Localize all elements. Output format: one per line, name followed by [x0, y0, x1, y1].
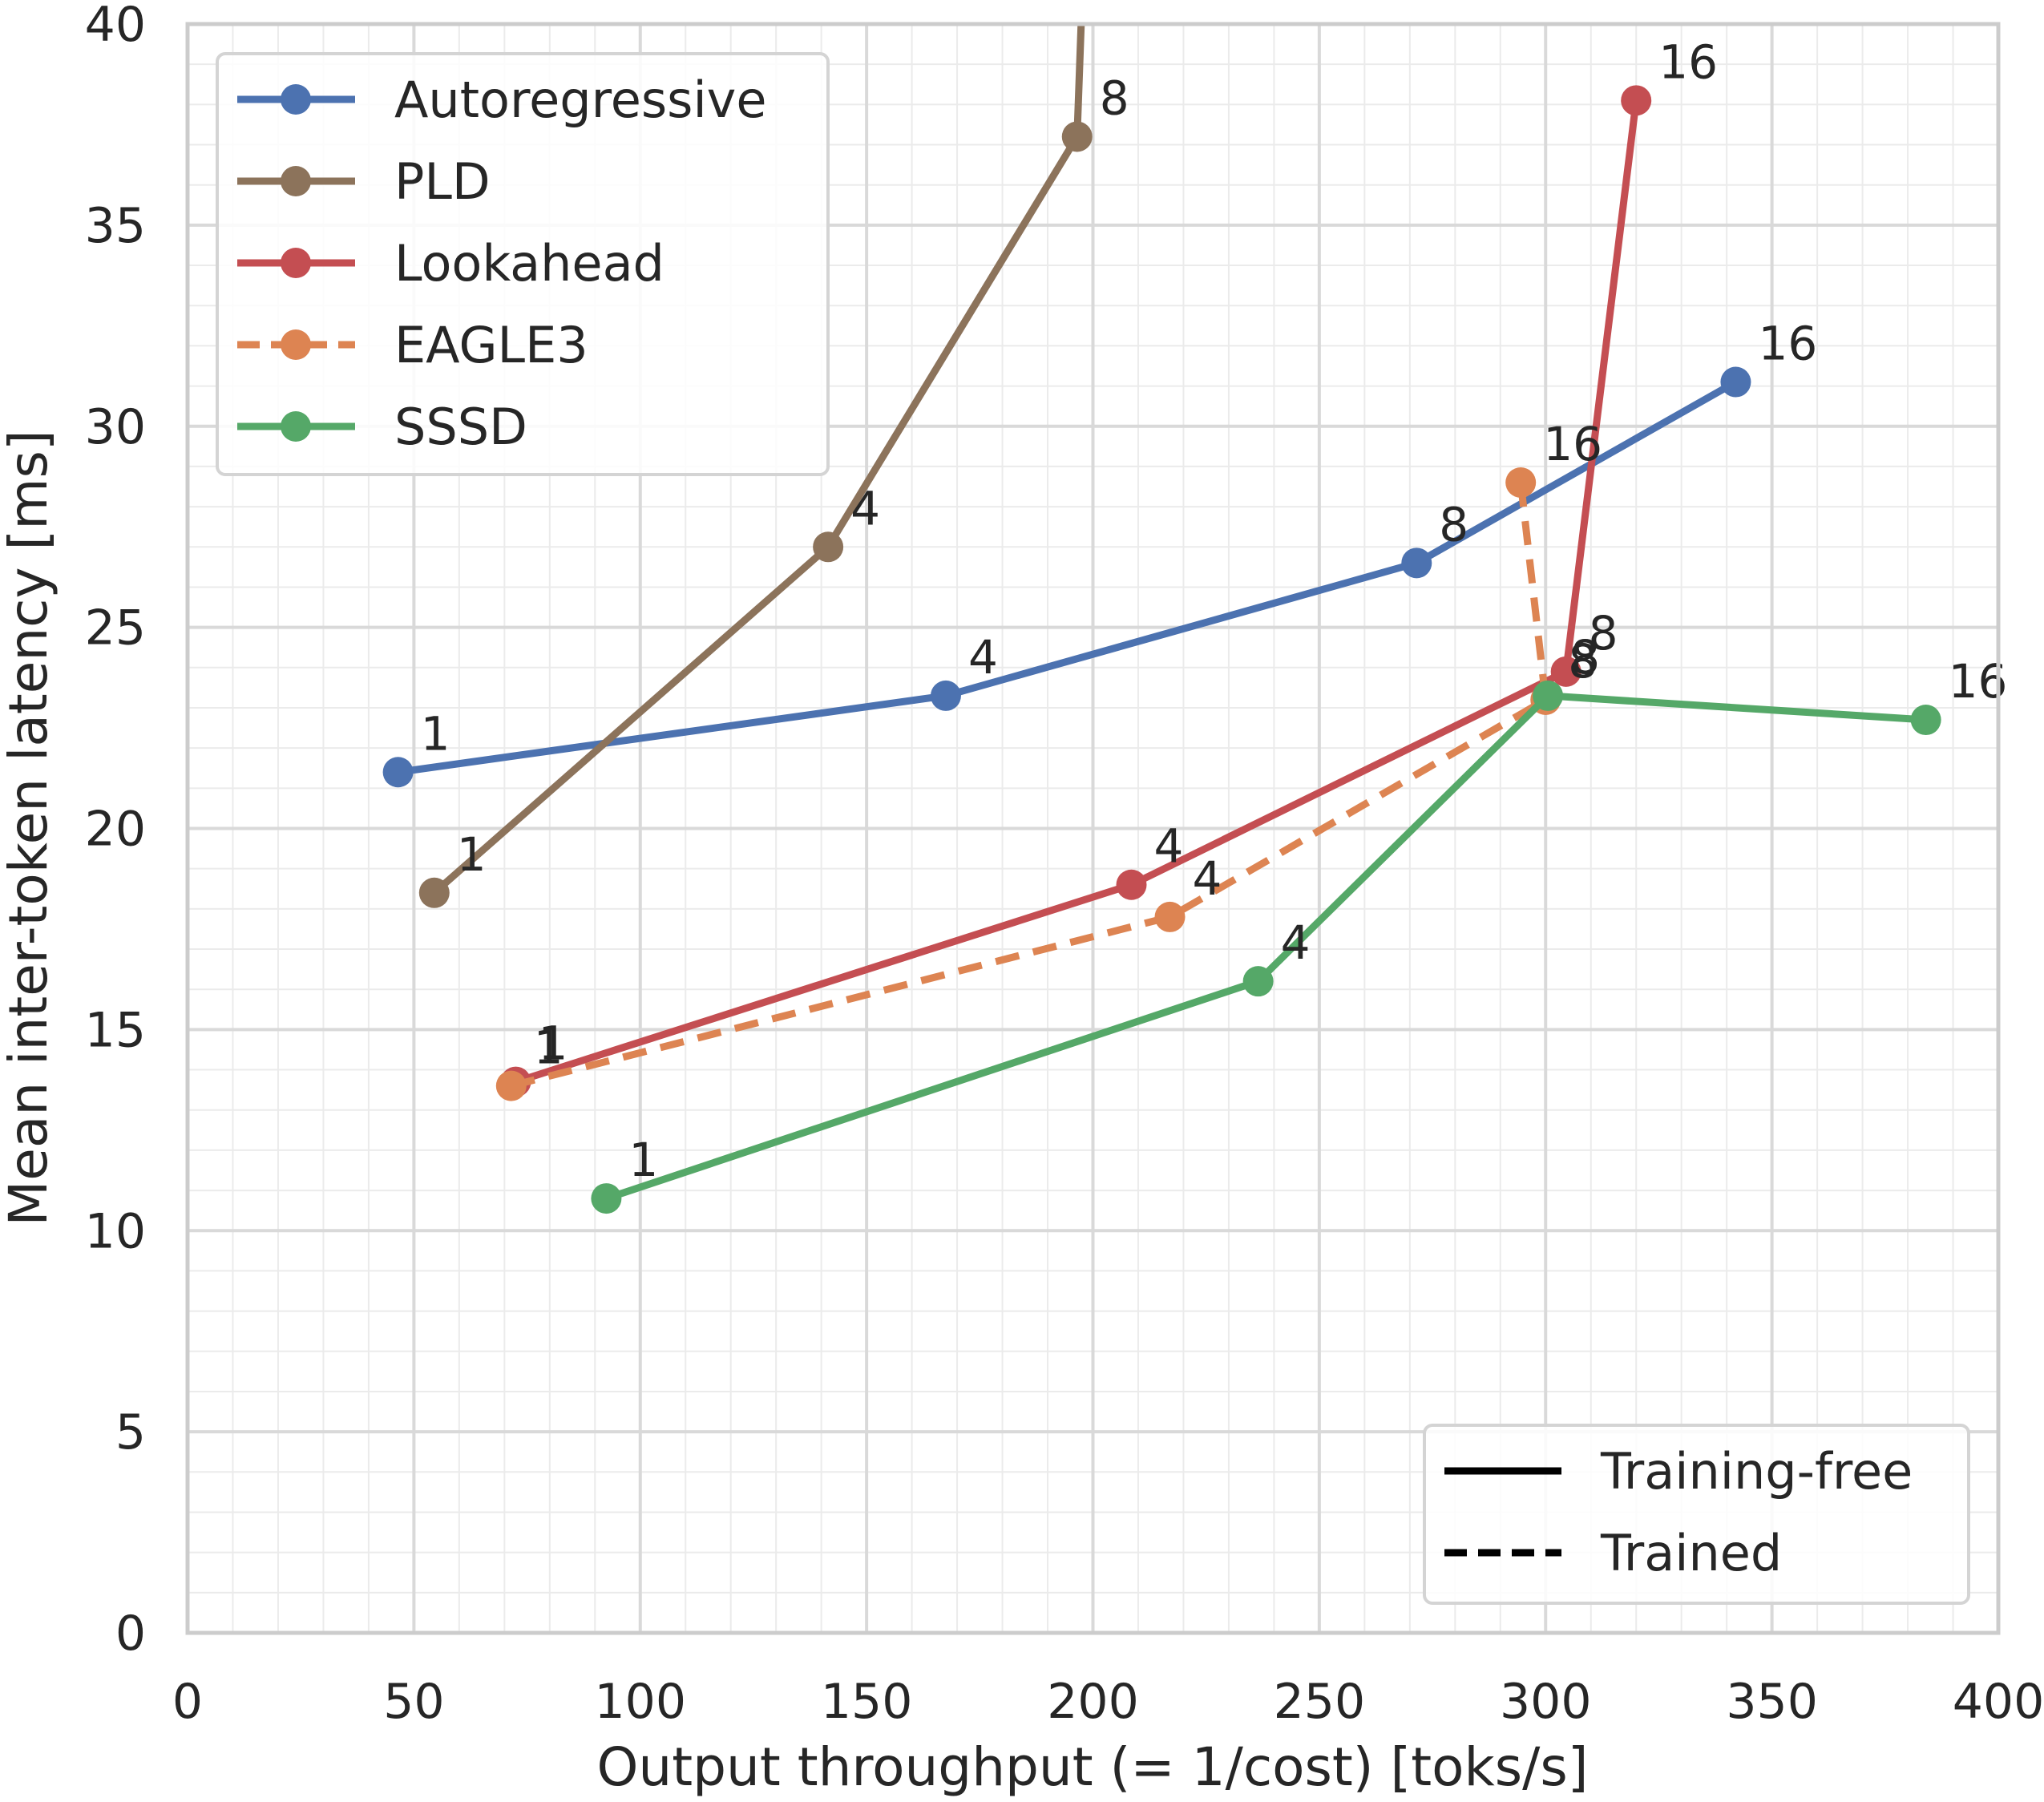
data-point — [1621, 85, 1652, 116]
legend-marker-sssd — [281, 411, 311, 442]
legend-styles: Training-free Trained — [1423, 1424, 1970, 1605]
legend-label: EAGLE3 — [394, 316, 588, 374]
series-line-eagle3 — [510, 482, 1549, 1089]
y-tick-label: 30 — [85, 399, 146, 455]
data-point — [1505, 467, 1537, 498]
data-point-label: 16 — [1543, 417, 1602, 471]
y-tick-label: 35 — [85, 198, 146, 254]
legend-methods: Autoregressive PLD Lookahead EAGLE3 SSSD — [216, 52, 830, 476]
x-tick-label: 100 — [594, 1674, 686, 1730]
y-axis-ticks: 0 5 10 15 20 25 30 35 40 — [85, 0, 146, 1662]
x-tick-label: 350 — [1726, 1674, 1818, 1730]
data-point-label: 8 — [1439, 497, 1468, 552]
data-point-label: 16 — [1658, 34, 1718, 89]
data-point — [1550, 656, 1581, 687]
x-tick-label: 200 — [1047, 1674, 1139, 1730]
series-layer — [382, 24, 1941, 1214]
data-point-label: 4 — [1193, 851, 1222, 906]
series-line-autoregressive — [397, 378, 1738, 776]
data-point — [1720, 366, 1751, 398]
data-point — [1116, 869, 1147, 900]
y-tick-label: 5 — [115, 1404, 146, 1461]
data-point — [930, 680, 961, 711]
data-point-label: 8 — [1570, 630, 1600, 685]
x-tick-label: 50 — [383, 1674, 444, 1730]
data-point — [382, 757, 414, 788]
legend-marker-pld — [281, 166, 311, 196]
data-point — [1910, 705, 1941, 736]
legend-marker-lookahead — [281, 248, 311, 278]
data-point-label: 8 — [1568, 634, 1598, 689]
x-tick-label: 150 — [821, 1674, 913, 1730]
data-point — [1154, 901, 1186, 932]
data-point-label: 8 — [1100, 71, 1129, 125]
x-axis-label: Output throughput (= 1/cost) [toks/s] — [596, 1736, 1588, 1798]
y-tick-label: 10 — [85, 1203, 146, 1259]
plot-frame — [185, 22, 2001, 1635]
data-point-label: 8 — [1589, 606, 1618, 661]
legend-marker-eagle3 — [281, 329, 311, 360]
data-point — [1533, 680, 1564, 711]
data-point-label: 4 — [1154, 819, 1184, 874]
data-point — [495, 1070, 527, 1101]
data-point — [418, 877, 450, 908]
series-line-pld — [431, 24, 1085, 896]
x-axis-ticks: 0 50 100 150 200 250 300 350 400 — [172, 1674, 2044, 1730]
legend-label: Lookahead — [394, 234, 665, 293]
data-point — [1401, 547, 1432, 579]
y-tick-label: 15 — [85, 1002, 146, 1058]
data-point-label: 4 — [1281, 915, 1311, 970]
legend-label: PLD — [394, 152, 491, 211]
data-point-label: 1 — [628, 1133, 658, 1187]
data-point-label: 1 — [538, 1016, 568, 1071]
x-tick-label: 0 — [172, 1674, 203, 1730]
data-point — [591, 1183, 622, 1214]
legend-methods-box — [216, 52, 830, 476]
data-point-label: 1 — [457, 827, 487, 882]
legend-marker-autoregressive — [281, 84, 311, 115]
x-tick-label: 300 — [1500, 1674, 1592, 1730]
data-point-label: 4 — [850, 481, 880, 535]
series-line-lookahead — [515, 99, 1640, 1085]
y-tick-label: 40 — [85, 0, 146, 53]
legend-label: Trained — [1600, 1524, 1782, 1582]
data-point-label: 1 — [421, 706, 450, 761]
legend-label: Autoregressive — [394, 71, 767, 129]
x-tick-label: 400 — [1953, 1674, 2044, 1730]
legend-label: Training-free — [1600, 1442, 1913, 1501]
legend-label: SSSD — [394, 398, 527, 456]
y-tick-label: 25 — [85, 600, 146, 657]
series-line-sssd — [604, 692, 1926, 1202]
data-point — [1242, 966, 1274, 997]
y-axis-label: Mean inter-token latency [ms] — [0, 430, 59, 1226]
data-point-label: 4 — [968, 630, 998, 685]
y-tick-label: 20 — [85, 802, 146, 858]
x-tick-label: 250 — [1274, 1674, 1366, 1730]
data-point — [813, 531, 844, 563]
data-point-label: 16 — [1758, 317, 1817, 371]
data-point-label: 1 — [534, 1020, 564, 1075]
y-tick-label: 0 — [115, 1606, 146, 1662]
data-point — [1061, 121, 1093, 152]
